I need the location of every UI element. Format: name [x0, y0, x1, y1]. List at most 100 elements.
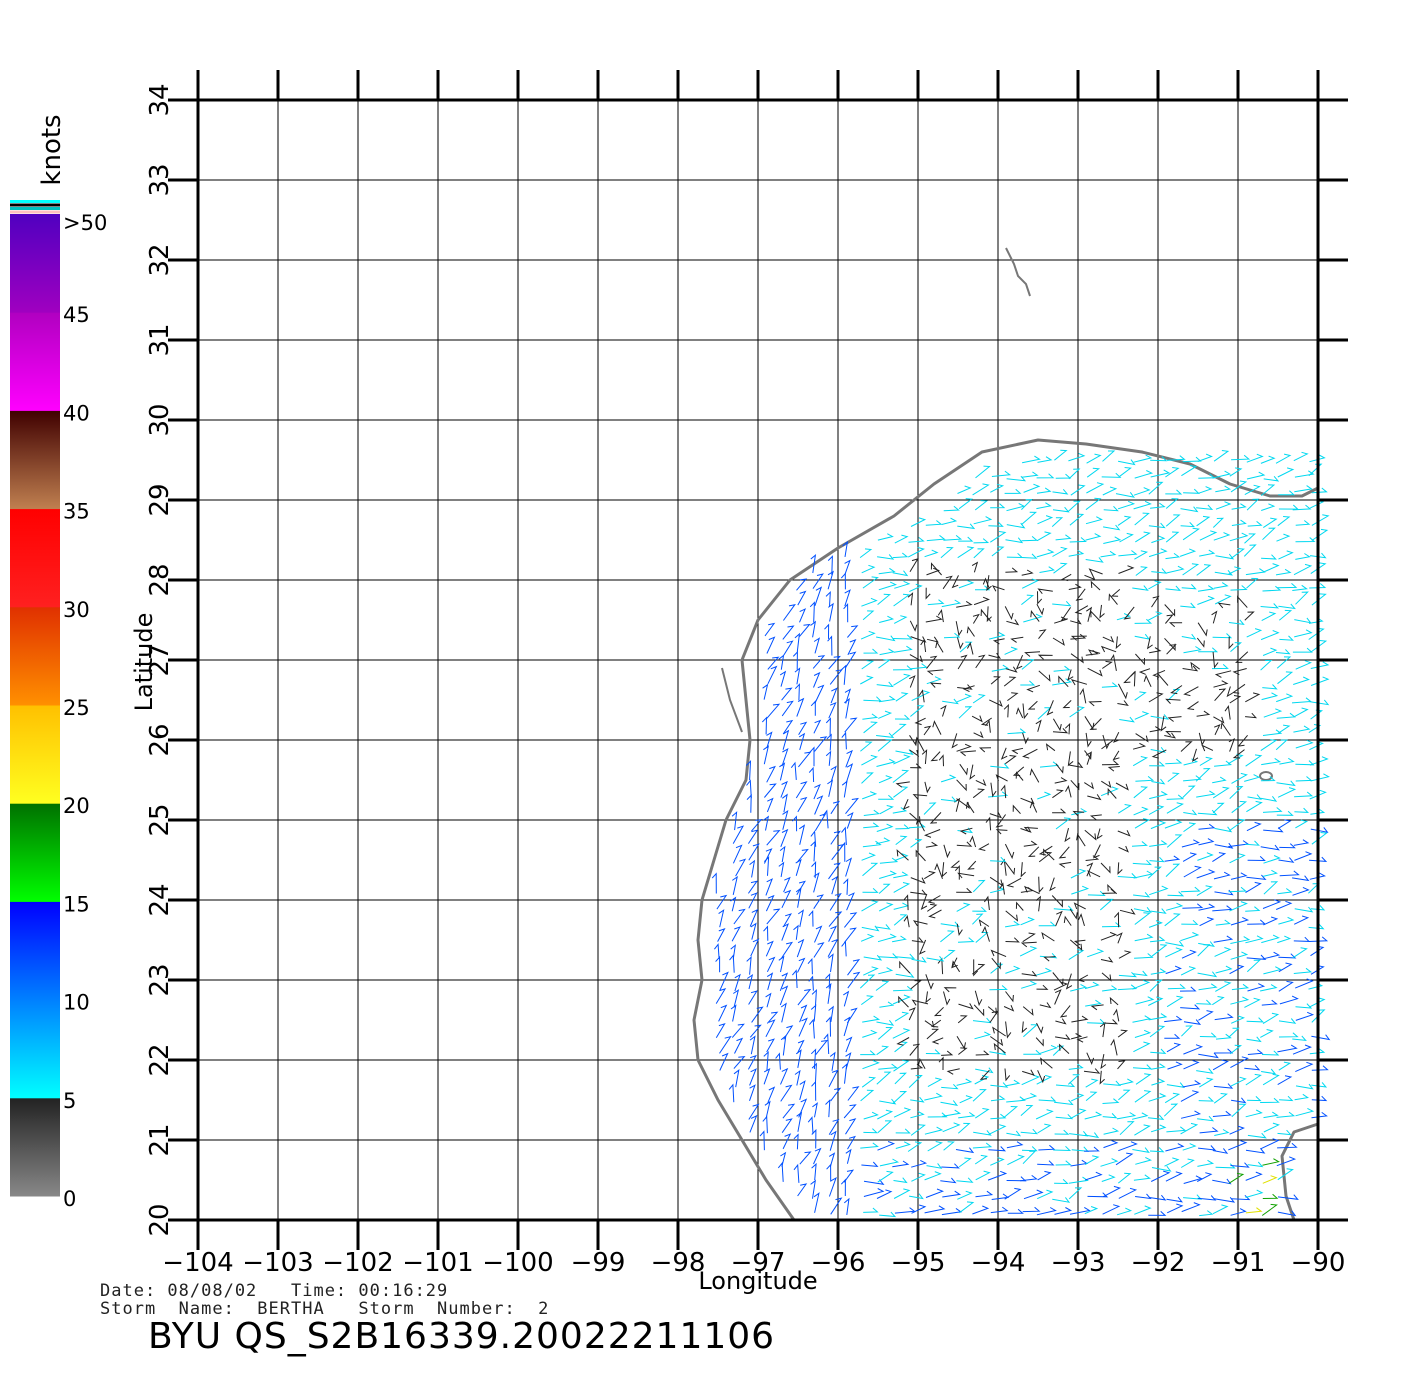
wind-vector — [1150, 714, 1169, 720]
wind-vector — [763, 815, 770, 831]
wind-vector — [1197, 1115, 1215, 1122]
wind-vector — [1006, 522, 1026, 529]
wind-vector — [1294, 485, 1313, 493]
wind-vector — [1138, 668, 1151, 675]
wind-vector — [775, 1052, 781, 1070]
wind-vector — [893, 902, 910, 910]
wind-vector — [1006, 1141, 1024, 1149]
wind-vector — [1038, 1044, 1058, 1055]
wind-vector — [910, 1096, 925, 1103]
wind-vector — [796, 697, 805, 717]
wind-vector — [1212, 517, 1225, 528]
wind-vector — [1263, 1122, 1280, 1133]
wind-vector — [893, 593, 911, 607]
wind-vector — [1196, 999, 1212, 1005]
wind-vector — [1020, 862, 1026, 878]
wind-vector — [875, 837, 891, 845]
wind-vector — [958, 706, 973, 719]
wind-vector — [1007, 1154, 1025, 1166]
wind-vector — [779, 972, 789, 991]
wind-vector — [782, 603, 796, 621]
wind-vector — [1055, 817, 1072, 830]
wind-vector — [1166, 1126, 1187, 1133]
wind-vector — [811, 988, 817, 1006]
wind-vector — [715, 955, 721, 973]
wind-vector — [1006, 619, 1020, 626]
wind-vector — [812, 573, 824, 589]
wind-vector — [975, 1170, 991, 1181]
wind-vector — [909, 558, 919, 573]
wind-vector — [1065, 785, 1072, 798]
wind-vector — [767, 665, 778, 685]
wind-vector — [793, 1133, 799, 1150]
wind-vector — [1246, 800, 1263, 813]
wind-vector — [1262, 684, 1278, 690]
wind-vector — [1247, 1096, 1262, 1102]
wind-vector — [1055, 1113, 1074, 1120]
wind-vector — [1052, 546, 1068, 557]
wind-vector — [1245, 840, 1260, 846]
wind-vector — [1229, 695, 1242, 704]
wind-vector — [1052, 728, 1069, 734]
wind-vector — [909, 675, 916, 688]
wind-vector — [1096, 828, 1103, 840]
wind-vector — [1201, 744, 1214, 752]
wind-vector — [1075, 588, 1086, 601]
wind-vector — [1063, 915, 1072, 926]
wind-vector — [1020, 1105, 1034, 1116]
wind-vector — [861, 900, 879, 912]
wind-vector — [877, 739, 893, 752]
wind-vector — [829, 892, 842, 911]
wind-vector — [956, 1177, 974, 1183]
wind-vector — [779, 670, 787, 687]
wind-vector — [1116, 1112, 1137, 1120]
wind-vector — [935, 640, 944, 653]
wind-vector — [1007, 728, 1027, 735]
wind-vector — [1132, 1015, 1152, 1023]
wind-vector — [814, 684, 825, 704]
wind-vector — [762, 683, 769, 700]
wind-vector — [894, 1041, 908, 1053]
wind-vector — [840, 841, 846, 862]
colorbar-segment — [10, 214, 60, 313]
wind-vector — [781, 687, 793, 701]
wind-vector — [765, 703, 781, 720]
wind-vector — [1100, 931, 1118, 941]
wind-vector — [1246, 453, 1264, 463]
wind-vector — [1183, 1019, 1202, 1026]
wind-vector — [924, 870, 936, 880]
wind-vector — [941, 1163, 960, 1169]
wind-vector — [988, 652, 1002, 659]
wind-vector — [1118, 804, 1132, 814]
wind-vector — [1295, 1003, 1313, 1009]
wind-vector — [1259, 984, 1278, 992]
wind-vector — [781, 889, 792, 909]
wind-vector — [1112, 731, 1120, 743]
wind-vector — [1294, 1093, 1310, 1101]
wind-vector — [1275, 739, 1288, 751]
wind-vector — [975, 931, 989, 943]
wind-vector — [1180, 932, 1200, 942]
wind-vector — [1134, 933, 1154, 942]
wind-vector — [1000, 858, 1007, 876]
wind-vector — [1079, 687, 1087, 704]
wind-vector — [1069, 537, 1087, 543]
wind-vector — [1134, 912, 1151, 925]
wind-vector — [1068, 1063, 1084, 1070]
wind-vector — [843, 1104, 857, 1119]
wind-vector — [1247, 856, 1266, 862]
wind-vector — [1005, 910, 1019, 922]
wind-vector — [1107, 883, 1118, 895]
wind-vector — [1276, 583, 1298, 589]
wind-vector — [814, 795, 824, 815]
wind-vector — [1004, 861, 1016, 876]
wind-vector — [1198, 1010, 1214, 1021]
wind-vector — [993, 1042, 1006, 1054]
wind-vector — [1054, 1129, 1070, 1135]
wind-vector — [1212, 996, 1225, 1006]
wind-vector — [1118, 1187, 1138, 1199]
wind-vector — [714, 943, 720, 959]
wind-vector — [781, 941, 794, 959]
wind-vector — [1215, 485, 1232, 493]
wind-vector — [927, 1141, 943, 1152]
